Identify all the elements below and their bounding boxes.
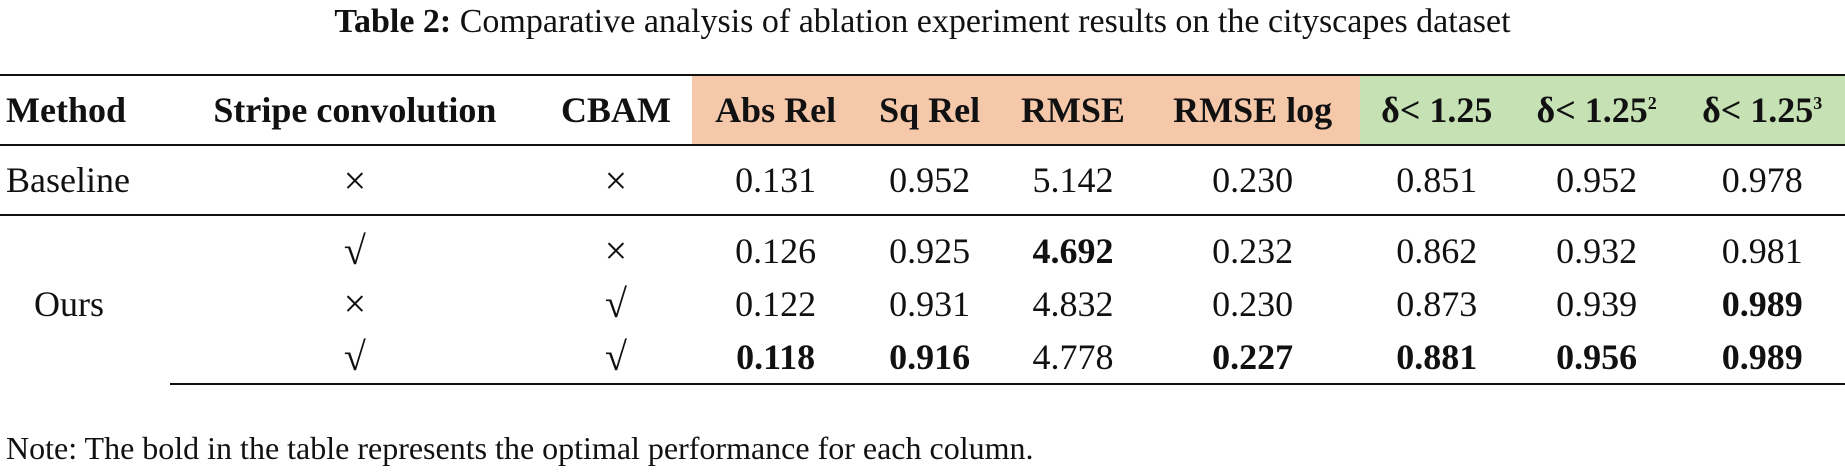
- cell-stripe: √: [343, 228, 366, 273]
- table-note: Note: The bold in the table represents t…: [6, 430, 1034, 466]
- cell-abs-rel: 0.122: [735, 283, 817, 324]
- col-delta-2-base: δ< 1.25: [1536, 90, 1648, 130]
- col-delta-2-exp: 2: [1647, 93, 1657, 113]
- table-row-ours-3: √ √ 0.118 0.916 4.778 0.227 0.881 0.956 …: [0, 330, 1845, 385]
- col-sq-rel: Sq Rel: [858, 74, 1001, 146]
- table-row-baseline: Baseline × × 0.131 0.952 5.142 0.230 0.8…: [0, 145, 1845, 216]
- cell-rmse: 4.778: [1000, 330, 1146, 385]
- cell-sq-rel: 0.952: [858, 145, 1001, 216]
- col-rmse: RMSE: [1000, 74, 1146, 146]
- cell-stripe: ×: [343, 281, 367, 326]
- col-delta-3: δ< 1.253: [1679, 74, 1845, 146]
- cell-rmse: 4.692: [1032, 230, 1114, 271]
- cell-delta-3: 0.989: [1679, 330, 1845, 385]
- cell-cbam: √: [604, 281, 627, 326]
- cell-rmse-log: 0.230: [1145, 145, 1360, 216]
- ablation-table: Method Stripe convolution CBAM Abs Rel S…: [0, 74, 1845, 385]
- col-stripe-convolution: Stripe convolution: [170, 74, 540, 146]
- cell-delta-2: 0.932: [1556, 230, 1638, 271]
- table-row-ours-1: Ours √ × 0.126 0.925 4.692 0.232 0.862 0…: [0, 215, 1845, 324]
- col-rmse-log: RMSE log: [1145, 74, 1360, 146]
- col-delta-2: δ< 1.252: [1513, 74, 1680, 146]
- cell-delta-3: 0.989: [1721, 283, 1803, 324]
- cell-abs-rel: 0.131: [692, 145, 859, 216]
- cell-cbam: ×: [604, 228, 628, 273]
- cell-rmse-log: 0.230: [1212, 283, 1294, 324]
- col-abs-rel: Abs Rel: [692, 74, 859, 146]
- cell-delta-2: 0.956: [1513, 330, 1680, 385]
- col-cbam: CBAM: [539, 74, 693, 146]
- cell-method: Baseline: [0, 145, 171, 216]
- caption-label: Table 2:: [334, 3, 452, 40]
- cell-delta-2: 0.952: [1513, 145, 1680, 216]
- col-method: Method: [0, 74, 171, 146]
- cell-delta-1: 0.862: [1396, 230, 1478, 271]
- header-row: Method Stripe convolution CBAM Abs Rel S…: [0, 74, 1845, 146]
- cell-stripe: ×: [170, 145, 540, 216]
- cell-rmse: 5.142: [1000, 145, 1146, 216]
- cell-delta-1: 0.881: [1359, 330, 1514, 385]
- cell-delta-3: 0.978: [1679, 145, 1845, 216]
- caption-text: Comparative analysis of ablation experim…: [459, 3, 1511, 40]
- cell-cbam: √: [539, 330, 693, 385]
- cell-rmse: 4.832: [1032, 283, 1114, 324]
- cell-method-ours: Ours: [34, 284, 104, 324]
- col-delta-3-base: δ< 1.25: [1702, 90, 1814, 130]
- cell-abs-rel: 0.118: [692, 330, 859, 385]
- cell-abs-rel: 0.126: [735, 230, 817, 271]
- cell-delta-2: 0.939: [1556, 283, 1638, 324]
- cell-sq-rel: 0.916: [858, 330, 1001, 385]
- cell-delta-1: 0.851: [1359, 145, 1514, 216]
- cell-delta-1: 0.873: [1396, 283, 1478, 324]
- cell-rmse-log: 0.227: [1145, 330, 1360, 385]
- col-delta-1: δ< 1.25: [1359, 74, 1514, 146]
- cell-cbam: ×: [539, 145, 693, 216]
- cell-delta-3: 0.981: [1721, 230, 1803, 271]
- cell-stripe: √: [170, 330, 540, 385]
- cell-sq-rel: 0.925: [889, 230, 971, 271]
- cell-rmse-log: 0.232: [1212, 230, 1294, 271]
- cell-sq-rel: 0.931: [889, 283, 971, 324]
- col-delta-3-exp: 3: [1813, 93, 1823, 113]
- table-caption: Table 2: Comparative analysis of ablatio…: [0, 0, 1845, 44]
- table-row-ours-2: × √ 0.122 0.931 4.832 0.230 0.873 0.939 …: [0, 277, 1845, 330]
